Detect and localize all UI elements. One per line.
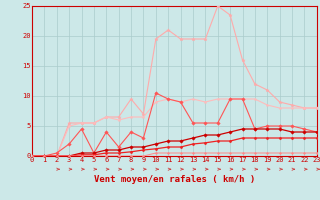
X-axis label: Vent moyen/en rafales ( km/h ): Vent moyen/en rafales ( km/h ) xyxy=(94,174,255,184)
